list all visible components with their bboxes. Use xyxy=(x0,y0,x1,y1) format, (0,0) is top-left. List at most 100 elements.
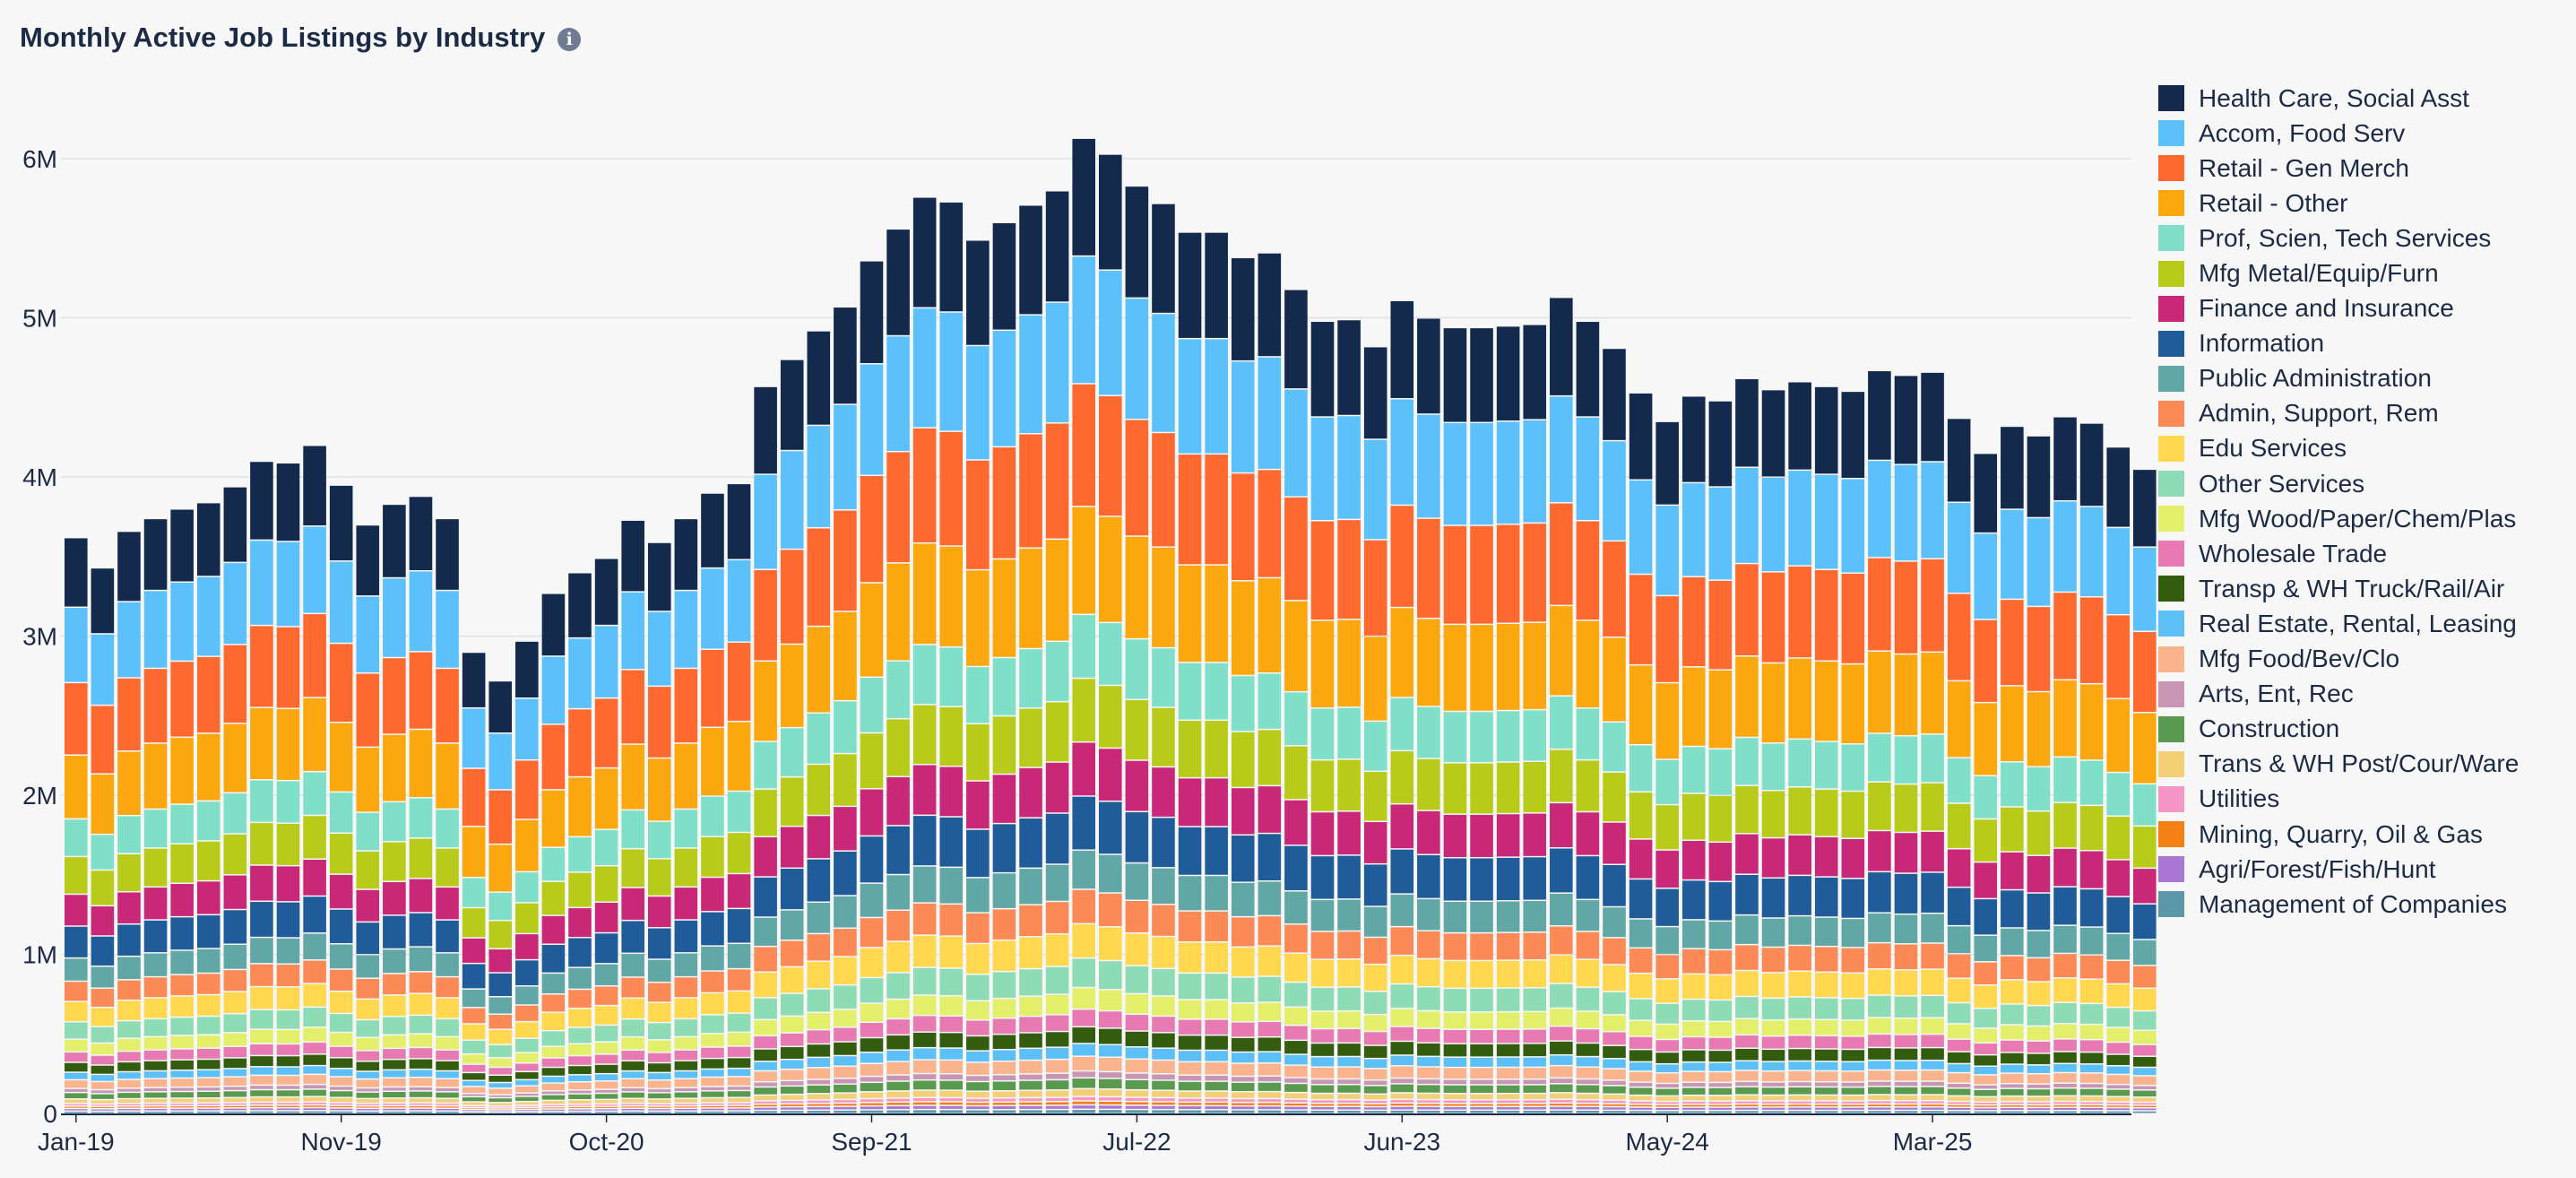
legend-item[interactable]: Retail - Other xyxy=(2158,186,2519,221)
legend-item[interactable]: Information xyxy=(2158,326,2519,361)
legend-item[interactable]: Real Estate, Rental, Leasing xyxy=(2158,606,2519,641)
bar-segment xyxy=(1045,1110,1069,1113)
bar-segment xyxy=(1814,1020,1838,1035)
bar-segment xyxy=(1655,1096,1679,1101)
bar-segment xyxy=(1894,873,1918,914)
legend-item[interactable]: Retail - Gen Merch xyxy=(2158,151,2519,186)
legend-item[interactable]: Mfg Food/Bev/Clo xyxy=(2158,642,2519,677)
bar-segment xyxy=(488,1083,513,1088)
bar-segment xyxy=(1205,1075,1228,1081)
legend-item[interactable]: Mfg Metal/Equip/Furn xyxy=(2158,256,2519,290)
legend-item[interactable]: Public Administration xyxy=(2158,361,2519,396)
bar-segment xyxy=(1814,1036,1838,1049)
legend-item[interactable]: Edu Services xyxy=(2158,431,2519,466)
bar-segment xyxy=(1258,976,1282,1002)
bar-segment xyxy=(992,1075,1016,1080)
legend-item[interactable]: Transp & WH Truck/Rail/Air xyxy=(2158,571,2519,606)
bar-segment xyxy=(1363,439,1387,540)
bar-segment xyxy=(966,1082,990,1091)
bar-segment xyxy=(1284,983,1308,1007)
legend-item[interactable]: Health Care, Social Asst xyxy=(2158,81,2519,116)
bar-segment xyxy=(1390,1078,1414,1084)
bar-segment xyxy=(143,1108,168,1111)
bar-segment xyxy=(1231,1003,1255,1022)
bar-segment xyxy=(647,1073,671,1079)
bar-segment xyxy=(1788,835,1811,875)
legend-item[interactable]: Prof, Scien, Tech Services xyxy=(2158,221,2519,256)
legend-item[interactable]: Construction xyxy=(2158,712,2519,747)
bar-segment xyxy=(2079,1025,2104,1039)
legend-swatch xyxy=(2158,260,2184,287)
legend-item[interactable]: Admin, Support, Rem xyxy=(2158,396,2519,431)
bar-segment xyxy=(992,716,1016,774)
legend-item[interactable]: Mining, Quarry, Oil & Gas xyxy=(2158,817,2519,852)
bar-segment xyxy=(1099,927,1122,960)
bar-segment xyxy=(1496,624,1520,710)
bar-segment xyxy=(1868,995,1891,1018)
bar-segment xyxy=(912,935,937,967)
bar-segment xyxy=(621,1051,644,1061)
bar-segment xyxy=(1390,300,1414,399)
bar-segment xyxy=(1496,711,1520,762)
bar-segment xyxy=(1681,974,1706,999)
bar-segment xyxy=(807,1085,831,1094)
legend-item[interactable]: Management of Companies xyxy=(2158,887,2519,922)
legend-item[interactable]: Finance and Insurance xyxy=(2158,291,2519,326)
bar-segment xyxy=(992,658,1016,715)
bar-segment xyxy=(1125,863,1149,900)
bar-segment xyxy=(1868,1048,1891,1060)
bar-segment xyxy=(409,838,433,879)
bar-segment xyxy=(170,582,194,661)
bar-segment xyxy=(2053,1083,2077,1087)
bar-segment xyxy=(223,992,247,1013)
bar-segment xyxy=(1045,1060,1069,1073)
legend-item[interactable]: Agri/Forest/Fish/Hunt xyxy=(2158,852,2519,887)
bar-segment xyxy=(250,865,273,901)
bar-segment xyxy=(329,793,353,833)
bar-segment xyxy=(303,446,326,526)
bar-segment xyxy=(1231,1092,1255,1098)
bar-segment xyxy=(462,1108,486,1109)
legend-item[interactable]: Other Services xyxy=(2158,466,2519,501)
bar-segment xyxy=(143,810,168,848)
legend-item[interactable]: Wholesale Trade xyxy=(2158,536,2519,571)
bar-segment xyxy=(1443,525,1467,624)
bar-segment xyxy=(250,1111,273,1113)
bar-segment xyxy=(1363,1100,1387,1104)
legend-item[interactable]: Arts, Ent, Rec xyxy=(2158,677,2519,712)
bar-segment xyxy=(1470,1012,1493,1029)
bar-segment xyxy=(488,1068,513,1075)
bar-segment xyxy=(91,1104,115,1106)
bar-segment xyxy=(117,751,141,815)
bar-segment xyxy=(992,824,1016,872)
bar-segment xyxy=(1788,1111,1811,1113)
bar-segment xyxy=(1470,1111,1493,1113)
bar-segment xyxy=(1523,1079,1547,1085)
bar-segment xyxy=(966,460,990,569)
bar-segment xyxy=(1788,1019,1811,1035)
legend-item[interactable]: Mfg Wood/Paper/Chem/Plas xyxy=(2158,501,2519,536)
bar-segment xyxy=(223,1105,247,1108)
legend-item[interactable]: Utilities xyxy=(2158,782,2519,817)
legend-item[interactable]: Trans & WH Post/Cour/Ware xyxy=(2158,747,2519,782)
bar-segment xyxy=(303,983,326,1007)
bar-segment xyxy=(356,955,380,978)
bar-segment xyxy=(807,714,831,764)
bar-segment xyxy=(1947,1088,1971,1096)
bar-segment xyxy=(886,661,910,718)
info-icon[interactable]: i xyxy=(558,27,582,51)
bar-segment xyxy=(1841,948,1865,973)
bar-segment xyxy=(1708,975,1733,1000)
bar-segment xyxy=(409,497,433,570)
bar-segment xyxy=(1708,922,1733,949)
bar-segment xyxy=(2106,984,2130,1007)
legend-label: Mfg Food/Bev/Clo xyxy=(2199,645,2400,673)
bar-segment xyxy=(1072,1105,1095,1109)
bar-segment xyxy=(1735,738,1759,785)
bar-segment xyxy=(1310,521,1335,620)
bar-segment xyxy=(196,1108,220,1111)
bar-segment xyxy=(886,973,910,999)
legend-item[interactable]: Accom, Food Serv xyxy=(2158,116,2519,151)
bar-segment xyxy=(594,866,618,902)
bar-segment xyxy=(2106,934,2130,960)
